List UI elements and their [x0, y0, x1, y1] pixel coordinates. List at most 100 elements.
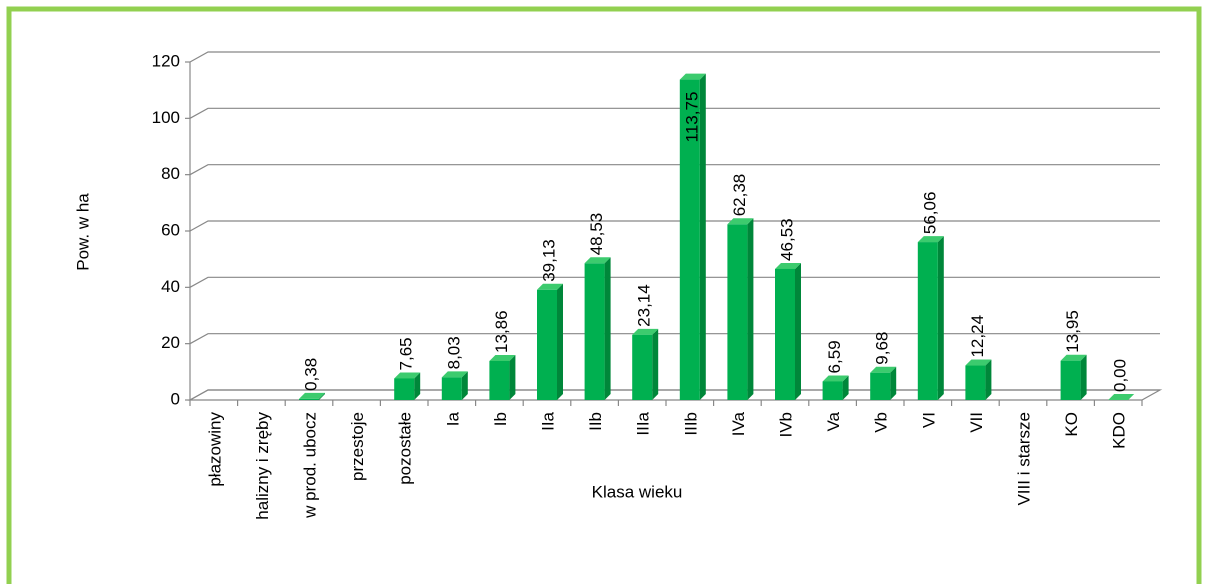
- x-tick-label: Ib: [491, 412, 510, 426]
- bar-top: [537, 283, 563, 290]
- bar-top: [394, 372, 421, 379]
- y-tick-label: 60: [161, 220, 180, 239]
- bar: [537, 289, 557, 400]
- bar-side: [414, 372, 421, 400]
- bar-top: [917, 236, 944, 243]
- data-label: 9,68: [873, 332, 892, 365]
- bar: [775, 268, 795, 400]
- bar-side: [604, 257, 611, 400]
- bar-top: [299, 392, 325, 399]
- bar-top: [1108, 394, 1135, 400]
- bar: [632, 334, 653, 400]
- bar-top: [965, 359, 992, 366]
- bar: [679, 79, 700, 401]
- bar-top: [441, 371, 468, 378]
- bar-side: [509, 354, 516, 400]
- x-tick-label: w prod. ubocz: [300, 412, 319, 519]
- bar-side: [652, 328, 659, 400]
- x-tick-label: IIIa: [634, 411, 653, 435]
- data-label: 46,53: [777, 218, 796, 261]
- grid-line: [189, 276, 1160, 288]
- x-tick-label: KO: [1062, 412, 1081, 437]
- bar-top: [584, 257, 611, 264]
- y-tick-label: 0: [171, 389, 180, 408]
- bar-side: [319, 392, 325, 400]
- y-tick-label: 40: [161, 277, 180, 296]
- data-label: 6,59: [825, 340, 844, 373]
- bar: [822, 381, 843, 400]
- grid-line: [189, 107, 1160, 119]
- bar-top: [727, 218, 754, 225]
- bar: [870, 372, 891, 400]
- x-axis-title: Klasa wieku: [592, 482, 683, 501]
- bar-side: [795, 262, 801, 400]
- bar: [489, 360, 510, 400]
- x-tick-label: IIIb: [681, 412, 700, 436]
- data-label: 13,95: [1063, 310, 1082, 353]
- y-tick-label: 20: [161, 333, 180, 352]
- x-tick-label: Ia: [443, 411, 462, 426]
- data-label: 23,14: [635, 284, 654, 327]
- bar: [727, 224, 748, 400]
- data-label: 0,38: [301, 358, 320, 391]
- data-label: 7,65: [397, 337, 416, 370]
- y-tick-label: 100: [152, 108, 180, 127]
- bar-side: [985, 359, 992, 400]
- x-tick-label: przestoje: [348, 412, 367, 481]
- x-tick-label: halizny i zręby: [253, 412, 272, 520]
- x-tick-label: VIII i starsze: [1014, 412, 1033, 506]
- x-tick-label: IVb: [776, 412, 795, 438]
- floor: [187, 389, 1163, 401]
- bar-top: [870, 366, 897, 373]
- grid-line: [189, 389, 1160, 401]
- x-tick-label: Va: [824, 411, 843, 431]
- y-tick-label: 120: [152, 51, 180, 70]
- x-tick-label: IVa: [729, 411, 748, 436]
- bar-top: [632, 328, 659, 335]
- bar-top: [679, 73, 706, 80]
- bar: [965, 365, 986, 400]
- data-label: 8,03: [444, 336, 463, 369]
- y-axis-title: Pow. w ha: [73, 193, 92, 271]
- grid-line: [189, 220, 1160, 232]
- bar-side: [842, 375, 849, 400]
- bar-side: [699, 73, 706, 401]
- data-label: 13,86: [492, 310, 511, 353]
- x-tick-label: płazowiny: [205, 412, 224, 487]
- bar: [584, 263, 605, 400]
- bar: [394, 378, 415, 400]
- frame: [6, 6, 1202, 584]
- bar-top: [775, 262, 801, 269]
- bar-top: [822, 375, 849, 382]
- x-tick-label: IIa: [538, 411, 557, 430]
- x-tick-label: VI: [919, 412, 938, 428]
- bar-side: [557, 283, 563, 400]
- data-label: 12,24: [968, 315, 987, 358]
- bar-side: [890, 366, 897, 400]
- x-tick-label: IIb: [586, 412, 605, 431]
- x-tick-label: pozostałe: [396, 412, 415, 485]
- data-label: 0,00: [1111, 359, 1130, 392]
- x-tick-label: KDO: [1110, 412, 1129, 449]
- bar-top: [489, 354, 516, 361]
- bar-top: [1060, 354, 1087, 361]
- data-label: 62,38: [730, 174, 749, 217]
- bar-side: [937, 236, 944, 400]
- y-tick-label: 80: [161, 164, 180, 183]
- bar: [441, 377, 462, 400]
- bar-side: [747, 218, 754, 400]
- bar: [299, 398, 319, 400]
- data-label: 39,13: [539, 239, 558, 282]
- data-label: 56,06: [920, 192, 939, 235]
- x-tick-label: Vb: [872, 412, 891, 433]
- bar-side: [461, 371, 468, 400]
- grid-line: [189, 333, 1160, 345]
- bar: [917, 242, 938, 400]
- bar: [1060, 360, 1081, 400]
- grid-line: [189, 51, 1160, 63]
- bar-side: [1080, 354, 1087, 400]
- data-label: 48,53: [587, 213, 606, 256]
- x-tick-label: VII: [967, 412, 986, 433]
- grid-line: [189, 164, 1160, 176]
